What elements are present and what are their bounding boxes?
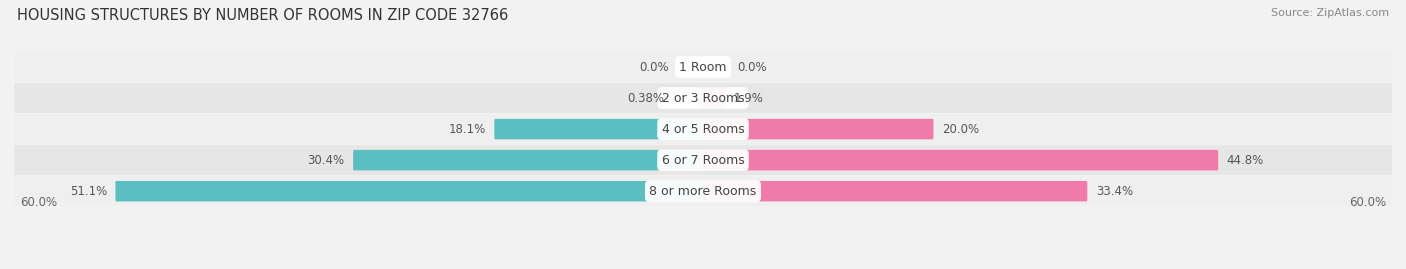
FancyBboxPatch shape	[697, 88, 704, 108]
Text: 33.4%: 33.4%	[1095, 185, 1133, 198]
Text: 60.0%: 60.0%	[20, 196, 56, 209]
Text: 20.0%: 20.0%	[942, 123, 979, 136]
Text: 8 or more Rooms: 8 or more Rooms	[650, 185, 756, 198]
Legend: Owner-occupied, Renter-occupied: Owner-occupied, Renter-occupied	[565, 264, 841, 269]
FancyBboxPatch shape	[702, 119, 934, 139]
Text: 60.0%: 60.0%	[1350, 196, 1386, 209]
Text: 0.0%: 0.0%	[638, 61, 669, 73]
Text: 1 Room: 1 Room	[679, 61, 727, 73]
Text: 51.1%: 51.1%	[70, 185, 107, 198]
Text: 30.4%: 30.4%	[308, 154, 344, 167]
Text: 0.0%: 0.0%	[738, 61, 768, 73]
FancyBboxPatch shape	[702, 88, 725, 108]
FancyBboxPatch shape	[14, 83, 1392, 113]
Text: 0.38%: 0.38%	[627, 91, 664, 105]
Text: 1.9%: 1.9%	[734, 91, 763, 105]
FancyBboxPatch shape	[14, 52, 1392, 82]
Text: 18.1%: 18.1%	[449, 123, 486, 136]
Text: 2 or 3 Rooms: 2 or 3 Rooms	[662, 91, 744, 105]
Text: HOUSING STRUCTURES BY NUMBER OF ROOMS IN ZIP CODE 32766: HOUSING STRUCTURES BY NUMBER OF ROOMS IN…	[17, 8, 508, 23]
Text: Source: ZipAtlas.com: Source: ZipAtlas.com	[1271, 8, 1389, 18]
FancyBboxPatch shape	[353, 150, 704, 170]
FancyBboxPatch shape	[115, 181, 704, 201]
FancyBboxPatch shape	[14, 114, 1392, 144]
Text: 4 or 5 Rooms: 4 or 5 Rooms	[662, 123, 744, 136]
FancyBboxPatch shape	[495, 119, 704, 139]
FancyBboxPatch shape	[14, 176, 1392, 206]
FancyBboxPatch shape	[702, 150, 1218, 170]
FancyBboxPatch shape	[14, 145, 1392, 175]
FancyBboxPatch shape	[702, 181, 1087, 201]
Text: 6 or 7 Rooms: 6 or 7 Rooms	[662, 154, 744, 167]
Text: 44.8%: 44.8%	[1226, 154, 1264, 167]
